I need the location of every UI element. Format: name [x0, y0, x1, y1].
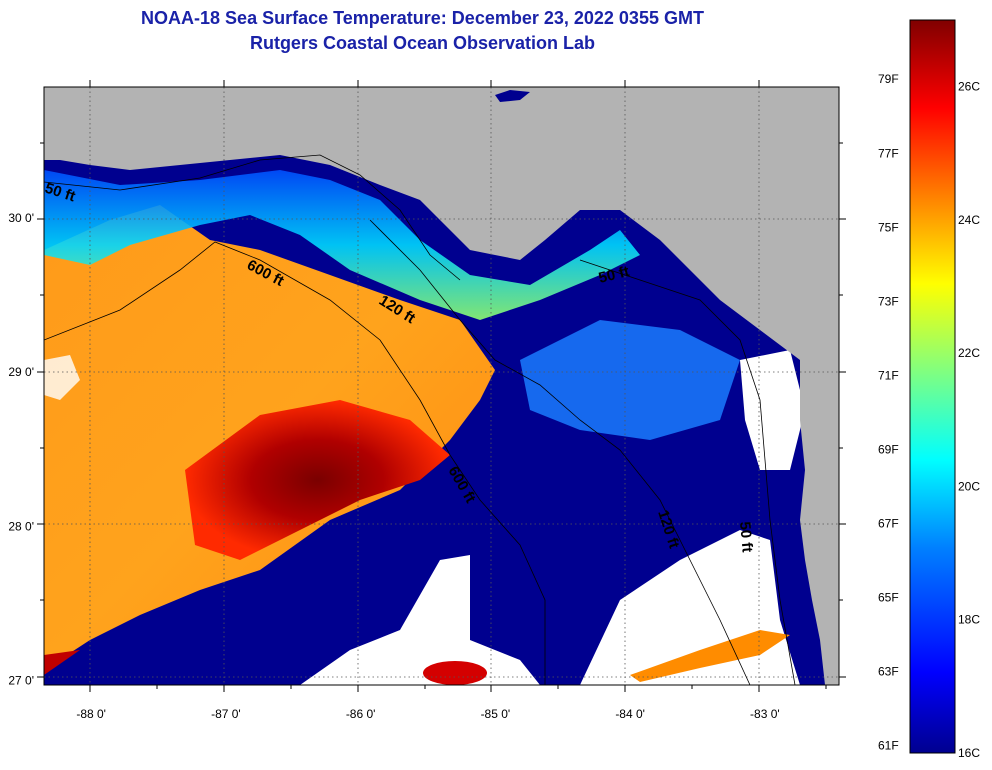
bay-inlet — [495, 90, 530, 102]
latitude-labels: 27 0' 28 0' 29 0' 30 0' — [8, 211, 34, 687]
longitude-tick-label: -87 0' — [211, 707, 241, 721]
latitude-tick-label: 29 0' — [8, 365, 34, 379]
longitude-labels: -88 0' -87 0' -86 0' -85 0' -84 0' -83 0' — [76, 707, 779, 721]
bathymetry-contours — [44, 154, 796, 685]
colorbar-celsius-label: 26C — [958, 80, 980, 94]
hot-core — [185, 400, 450, 560]
colorbar-fahrenheit-label: 61F — [878, 739, 899, 753]
map-frame — [43, 86, 840, 686]
colorbar-celsius-label: 20C — [958, 479, 980, 493]
colorbar-fahrenheit-label: 67F — [878, 516, 899, 530]
colorbar-celsius-label: 18C — [958, 613, 980, 627]
coastal-cool-band — [44, 170, 640, 320]
colorbar-fahrenheit-label: 63F — [878, 665, 899, 679]
longitude-tick-label: -84 0' — [615, 707, 645, 721]
land-florida-peninsula — [800, 360, 839, 685]
colorbar-fahrenheit-label: 77F — [878, 146, 899, 160]
map-subtitle: Rutgers Coastal Ocean Observation Lab — [249, 33, 596, 53]
contour-600ft — [44, 241, 546, 685]
colorbar-fahrenheit-labels: 79F 77F 75F 73F 71F 69F 67F 65F 63F 61F — [878, 72, 899, 752]
colorbar-celsius-label: 24C — [958, 213, 980, 227]
longitude-tick-label: -85 0' — [481, 707, 511, 721]
cloud-patch-west — [44, 355, 80, 400]
contour-label-50ft-east: 50 ft — [597, 263, 631, 287]
cloud-patch-south — [300, 555, 540, 685]
colorbar-fahrenheit-label: 65F — [878, 591, 899, 605]
longitude-tick-label: -88 0' — [76, 707, 106, 721]
longitude-tick-label: -86 0' — [346, 707, 376, 721]
contour-120ft — [369, 219, 751, 685]
latitude-tick-label: 30 0' — [8, 211, 34, 225]
land-north — [44, 87, 839, 360]
warm-streak-southeast — [630, 630, 790, 682]
contour-50ft-north — [44, 154, 461, 281]
colorbar-fahrenheit-label: 75F — [878, 220, 899, 234]
mixed-water-patch — [520, 320, 740, 440]
colorbar-fahrenheit-label: 79F — [878, 72, 899, 86]
warm-blob-south — [423, 661, 487, 685]
latitude-tick-label: 27 0' — [8, 673, 34, 687]
colorbar-fahrenheit-label: 73F — [878, 294, 899, 308]
warm-corner-southwest — [44, 650, 80, 675]
contour-label-50ft-south: 50 ft — [736, 521, 756, 553]
frame-ticks — [37, 80, 846, 692]
colorbar-fahrenheit-label: 69F — [878, 442, 899, 456]
colorbar-fahrenheit-label: 71F — [878, 368, 899, 382]
latitude-tick-label: 28 0' — [8, 519, 34, 533]
colorbar — [909, 19, 956, 754]
longitude-tick-label: -83 0' — [750, 707, 780, 721]
map-title: NOAA-18 Sea Surface Temperature: Decembe… — [141, 8, 704, 28]
colorbar-celsius-labels: 26C 24C 22C 20C 18C 16C — [958, 80, 980, 760]
colorbar-celsius-label: 16C — [958, 746, 980, 760]
map-area: 50 ft 600 ft 120 ft 50 ft 600 ft 120 ft … — [44, 87, 839, 685]
cloud-patch-east — [740, 350, 805, 470]
colorbar-celsius-label: 22C — [958, 346, 980, 360]
contour-50ft-east — [579, 259, 796, 685]
